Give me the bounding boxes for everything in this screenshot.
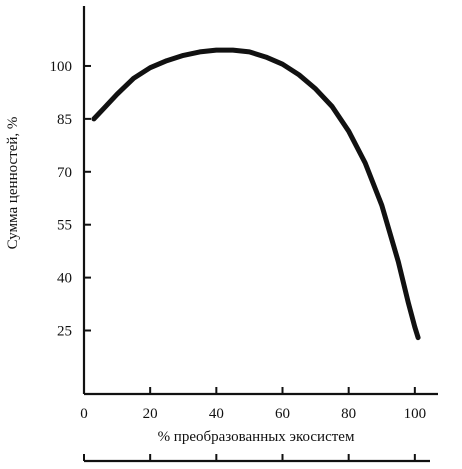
x-tick-label: 80 (341, 406, 356, 422)
y-tick-label: 85 (57, 112, 72, 128)
x-tick-label: 100 (404, 406, 427, 422)
x-tick-label: 20 (143, 406, 158, 422)
ticks: 25 40 55 70 85 100 0 20 40 60 80 100 (50, 59, 427, 461)
y-axis-title: Сумма ценностей, % (5, 117, 21, 250)
y-tick-label: 70 (57, 165, 72, 181)
y-tick-label: 40 (57, 271, 72, 287)
x-tick-label: 0 (80, 406, 88, 422)
axes (82, 6, 438, 463)
series-line (91, 47, 421, 341)
y-tick-label: 100 (50, 59, 73, 75)
y-tick-label: 25 (57, 324, 72, 340)
y-tick-label: 55 (57, 218, 72, 234)
x-tick-label: 40 (209, 406, 224, 422)
x-tick-label: 60 (275, 406, 290, 422)
x-axis-title: % преобразованных экосистем (158, 429, 355, 445)
series (91, 47, 421, 341)
